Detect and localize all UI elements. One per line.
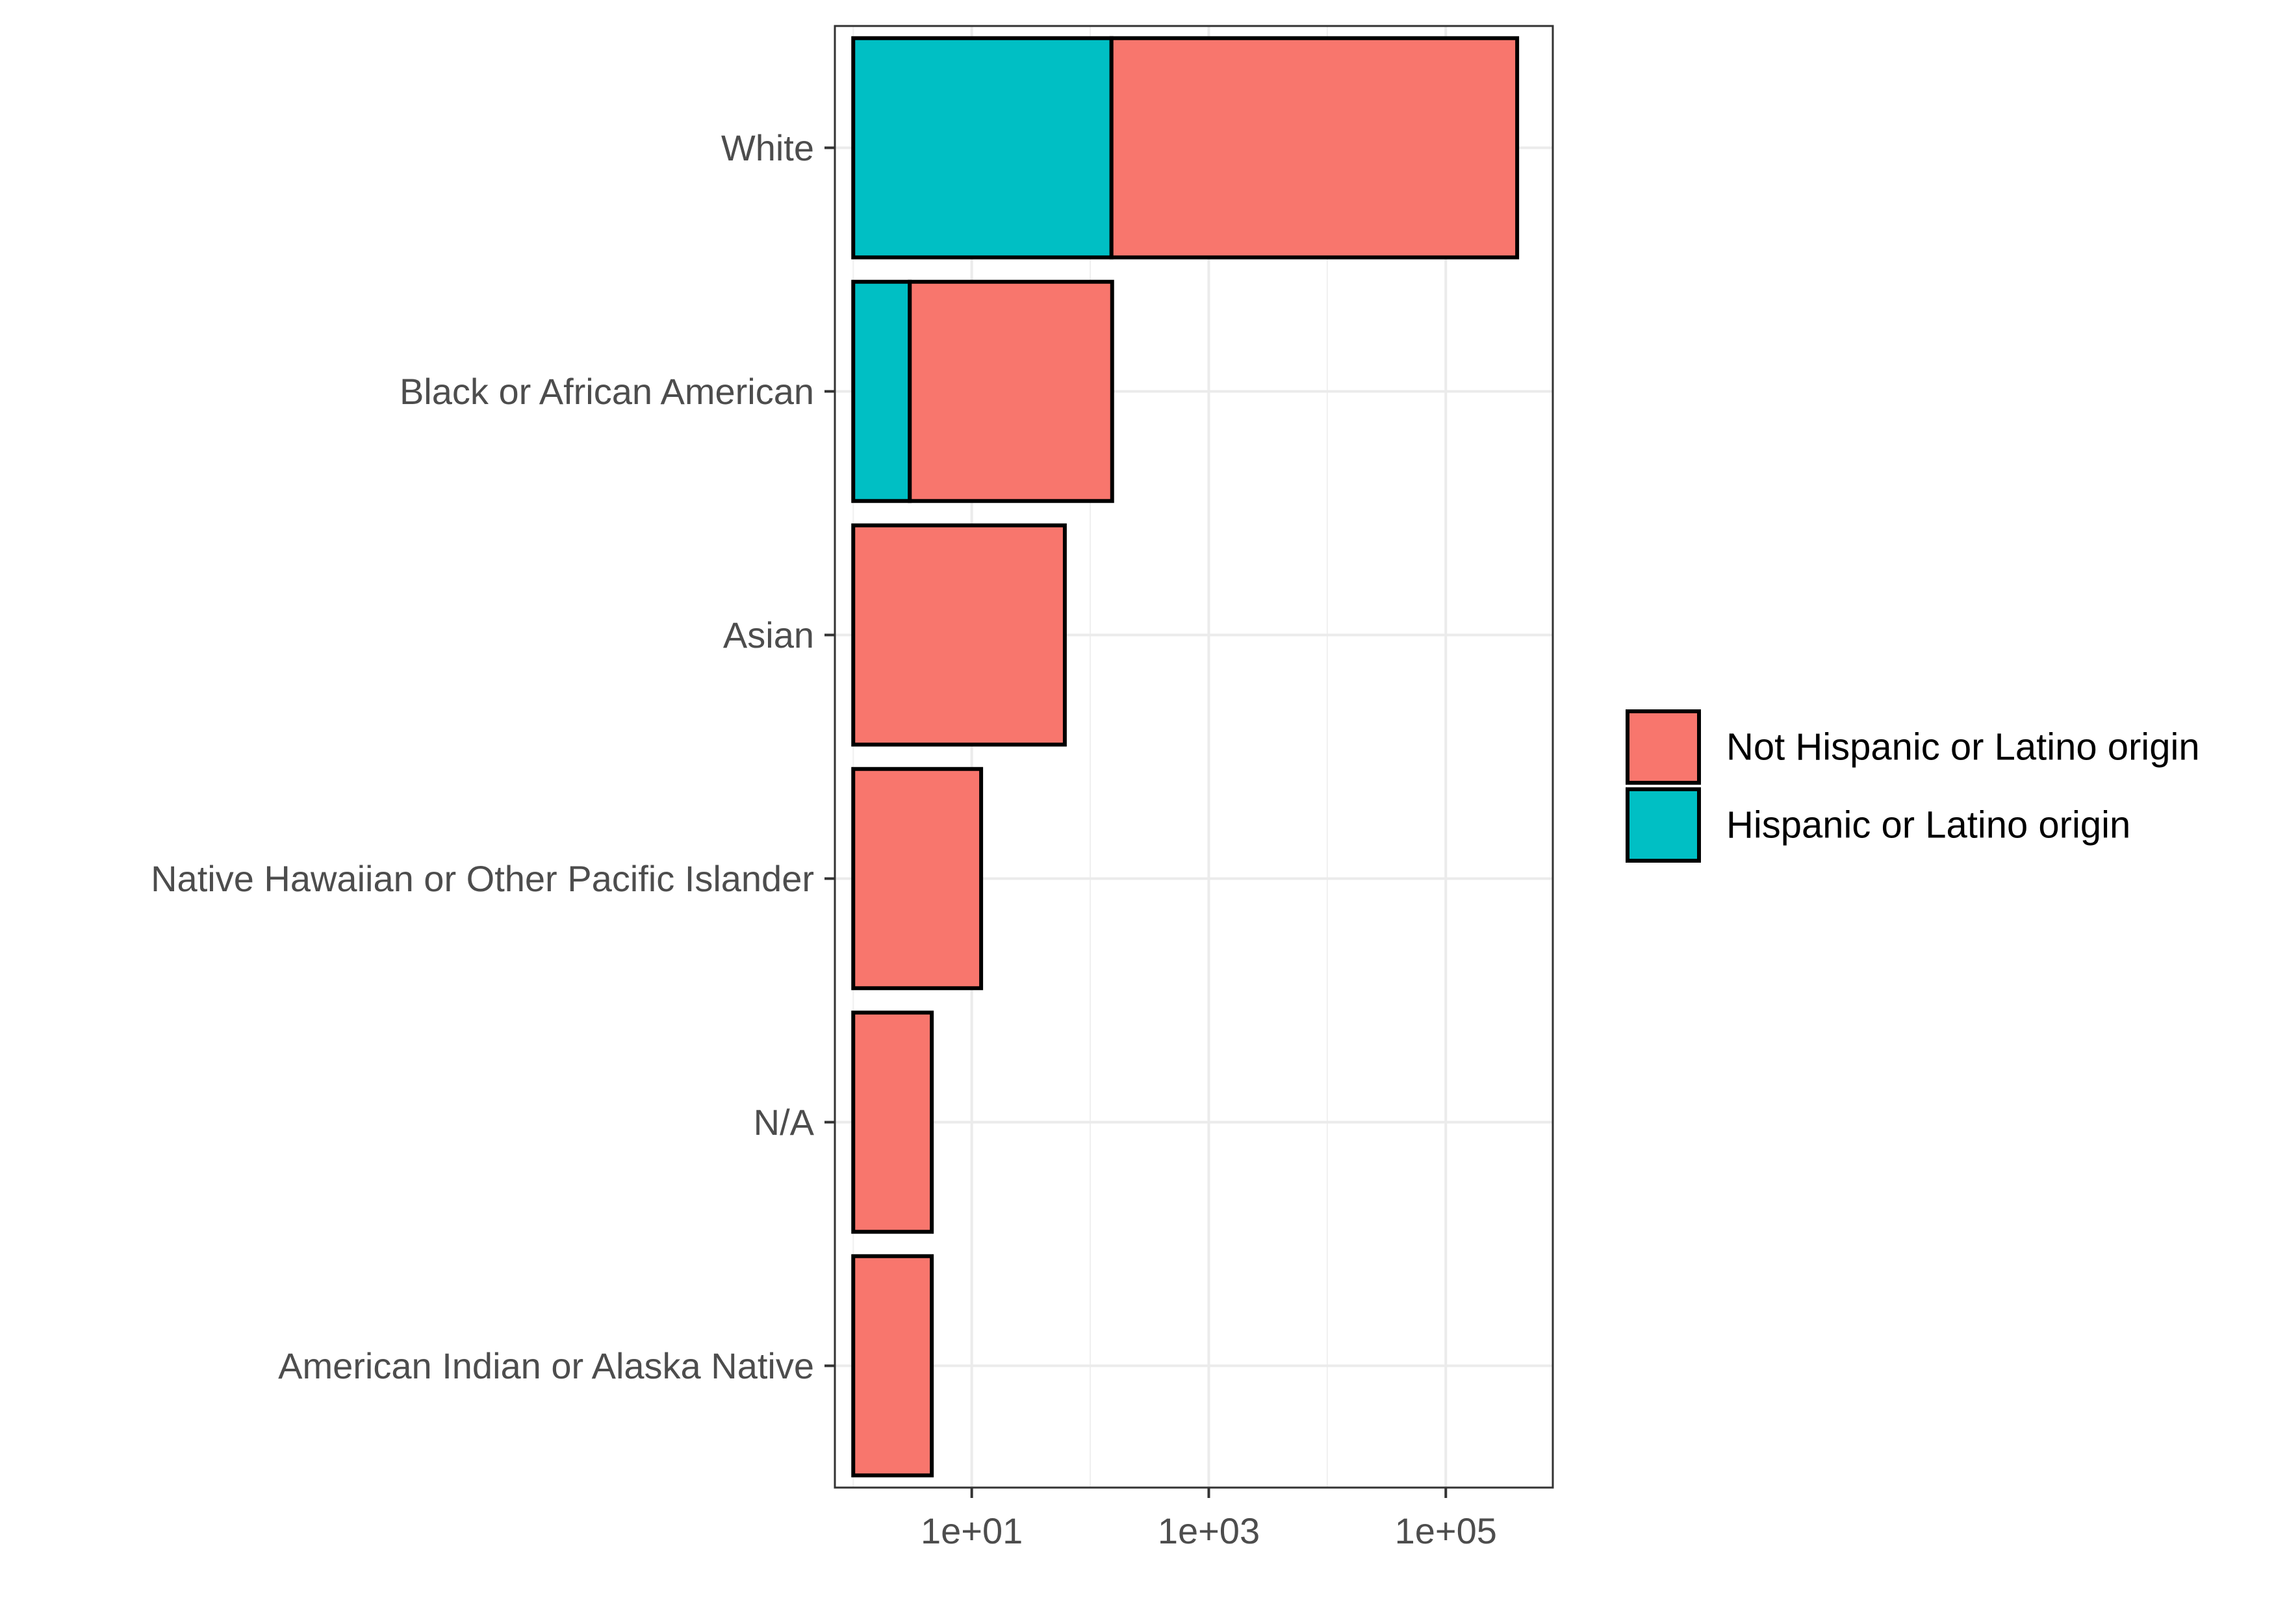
panel-border: [834, 25, 1554, 1489]
y-tick-label: American Indian or Alaska Native: [278, 1345, 814, 1386]
bars: [851, 36, 1520, 1478]
x-tick-label: 1e+01: [921, 1510, 1023, 1551]
bar-segment: [851, 36, 1114, 260]
x-tick-label: 1e+03: [1158, 1510, 1260, 1551]
bar-segment: [1109, 36, 1520, 260]
y-tick-label: Native Hawaiian or Other Pacific Islande…: [151, 858, 814, 899]
legend: Not Hispanic or Latino origin Hispanic or…: [1626, 709, 2200, 863]
legend-key: [1626, 787, 1701, 863]
bar-segment: [851, 1010, 934, 1234]
y-axis: White Black or African American Asian Nativ…: [151, 127, 835, 1386]
x-axis: 1e+01 1e+03 1e+05: [921, 1488, 1497, 1551]
y-tick-label: White: [721, 127, 814, 168]
bar-segment: [851, 1254, 934, 1478]
bar-segment: [851, 279, 912, 503]
legend-label: Hispanic or Latino origin: [1726, 804, 2130, 846]
legend-label: Not Hispanic or Latino origin: [1726, 726, 2200, 768]
x-tick-label: 1e+05: [1395, 1510, 1497, 1551]
y-tick-label: Asian: [723, 615, 814, 655]
bar-segment: [851, 767, 984, 991]
panel-background: [835, 26, 1553, 1488]
bar-segment: [851, 523, 1067, 747]
bar-segment: [908, 279, 1114, 503]
legend-key: [1626, 709, 1701, 785]
y-tick-label: Black or African American: [400, 371, 814, 412]
y-tick-label: N/A: [754, 1102, 815, 1143]
